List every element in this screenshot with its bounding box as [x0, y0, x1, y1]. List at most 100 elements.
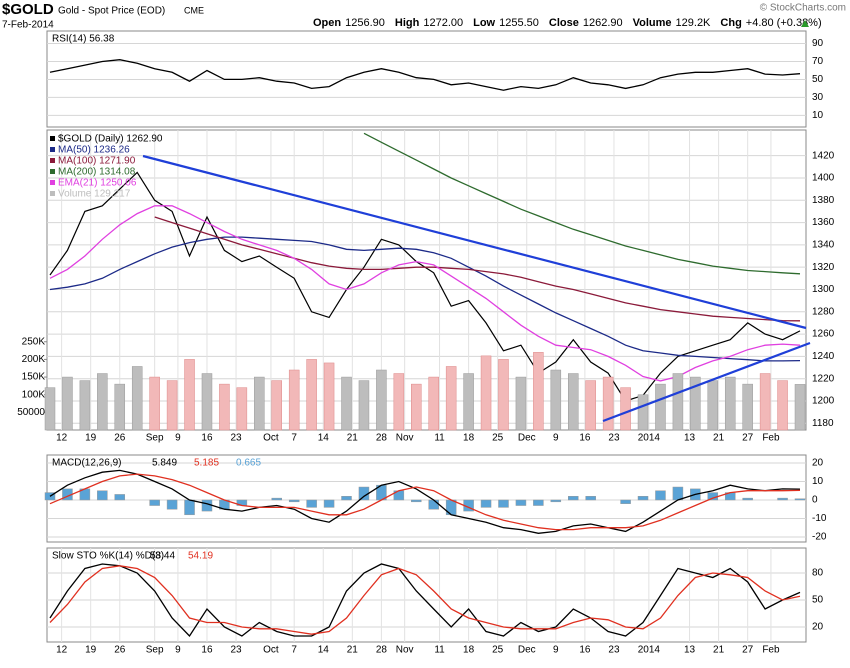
x-tick-label: Oct — [263, 645, 279, 656]
bar — [585, 380, 596, 431]
x-tick-label: 27 — [742, 645, 754, 656]
y2-tick-label: 150K — [22, 372, 46, 383]
x-tick-label: 23 — [230, 645, 242, 656]
y-tick-label: 20 — [812, 458, 824, 469]
bar — [114, 494, 126, 501]
bar — [411, 499, 422, 503]
x-tick-label: 27 — [742, 433, 754, 444]
bar — [498, 359, 509, 431]
y-tick-label: 1380 — [812, 195, 835, 206]
y2-tick-label: 100K — [22, 389, 46, 400]
bar — [184, 359, 195, 431]
x-tick-label: 26 — [114, 433, 126, 444]
bar — [114, 383, 126, 431]
bar — [306, 359, 317, 431]
legend-value: 58.44 — [150, 551, 175, 562]
quote-label: Low — [473, 17, 495, 29]
x-tick-label: Nov — [396, 433, 414, 444]
bar — [306, 499, 317, 508]
trendline — [142, 154, 807, 330]
bar — [777, 380, 788, 431]
bar — [288, 369, 300, 431]
panel: 10 30 50 70 90 RSI(14) 56.38 — [46, 30, 824, 128]
y-tick-label: 1340 — [812, 240, 835, 251]
y-tick-label: 10 — [812, 476, 824, 487]
y2-tick-label: 250K — [22, 336, 46, 347]
bar — [602, 376, 614, 431]
y-tick-label: 0 — [812, 495, 818, 506]
x-tick-label: 19 — [85, 433, 97, 444]
x-tick-label: 9 — [175, 433, 181, 444]
legend-swatch — [50, 180, 55, 185]
quote-value: +4.80 (+0.38%) — [746, 17, 822, 29]
x-tick-label: 11 — [434, 645, 445, 656]
x-tick-label: 16 — [201, 433, 213, 444]
x-tick-label: 7 — [291, 433, 297, 444]
bar — [428, 499, 439, 510]
bar — [393, 373, 405, 431]
bar — [777, 497, 788, 501]
legend-entry: MA(100) 1271.90 — [58, 156, 136, 167]
x-tick-label: 7 — [291, 645, 297, 656]
bar — [585, 496, 596, 501]
x-tick-label: Dec — [518, 645, 536, 656]
quote-value: 1255.50 — [499, 17, 539, 29]
bar — [201, 373, 213, 431]
bar — [445, 366, 457, 431]
quote-value: 1256.90 — [345, 17, 385, 29]
series-line — [154, 216, 801, 322]
bar — [271, 497, 282, 501]
x-tick-label: 21 — [347, 433, 359, 444]
credit: © StockCharts.com — [760, 3, 846, 14]
x-tick-label: 13 — [684, 433, 696, 444]
series-line — [363, 132, 801, 275]
x-tick-label: 16 — [201, 645, 213, 656]
x-tick-label: 21 — [347, 645, 359, 656]
y-tick-label: 50 — [812, 595, 824, 606]
bar — [637, 394, 649, 431]
bar — [550, 499, 562, 503]
x-tick-label: 12 — [56, 433, 68, 444]
x-tick-label: 9 — [553, 645, 559, 656]
x-tick-label: 25 — [492, 433, 504, 444]
bar — [463, 373, 474, 431]
up-arrow — [801, 20, 809, 27]
y-tick-label: 1260 — [812, 329, 835, 340]
x-tick-label: 21 — [713, 645, 725, 656]
x-tick-label: Feb — [762, 433, 780, 444]
quote-value: 129.2K — [676, 17, 712, 29]
bar — [690, 376, 701, 431]
x-tick-label: 9 — [553, 433, 559, 444]
bar — [236, 387, 248, 431]
bar — [568, 496, 579, 501]
y-tick-label: 30 — [812, 92, 824, 103]
bar — [742, 497, 753, 501]
bar — [341, 496, 352, 501]
y-tick-label: -20 — [812, 532, 827, 543]
bar — [323, 362, 335, 431]
y-tick-label: 1300 — [812, 284, 835, 295]
legend-entry: Volume 129,217 — [58, 189, 131, 200]
quote-label: Chg — [720, 17, 741, 29]
bar — [97, 373, 108, 431]
y2-tick-label: 200K — [22, 354, 46, 365]
quote-value: 1262.90 — [583, 17, 623, 29]
bar — [620, 499, 631, 504]
bar — [184, 499, 195, 516]
quote-value: 1272.00 — [423, 17, 463, 29]
x-tick-label: 14 — [318, 433, 330, 444]
x-tick-label: 18 — [463, 433, 475, 444]
bar — [341, 376, 352, 431]
bar — [376, 369, 387, 431]
panel-frame — [46, 547, 807, 643]
x-tick-label: 16 — [579, 433, 591, 444]
bar — [254, 376, 265, 431]
bar — [411, 383, 422, 431]
x-tick-label: 25 — [492, 645, 504, 656]
bar — [515, 376, 527, 431]
bar — [79, 380, 91, 431]
legend-swatch — [50, 136, 55, 141]
series-line — [49, 565, 801, 635]
x-tick-label: 28 — [376, 433, 388, 444]
